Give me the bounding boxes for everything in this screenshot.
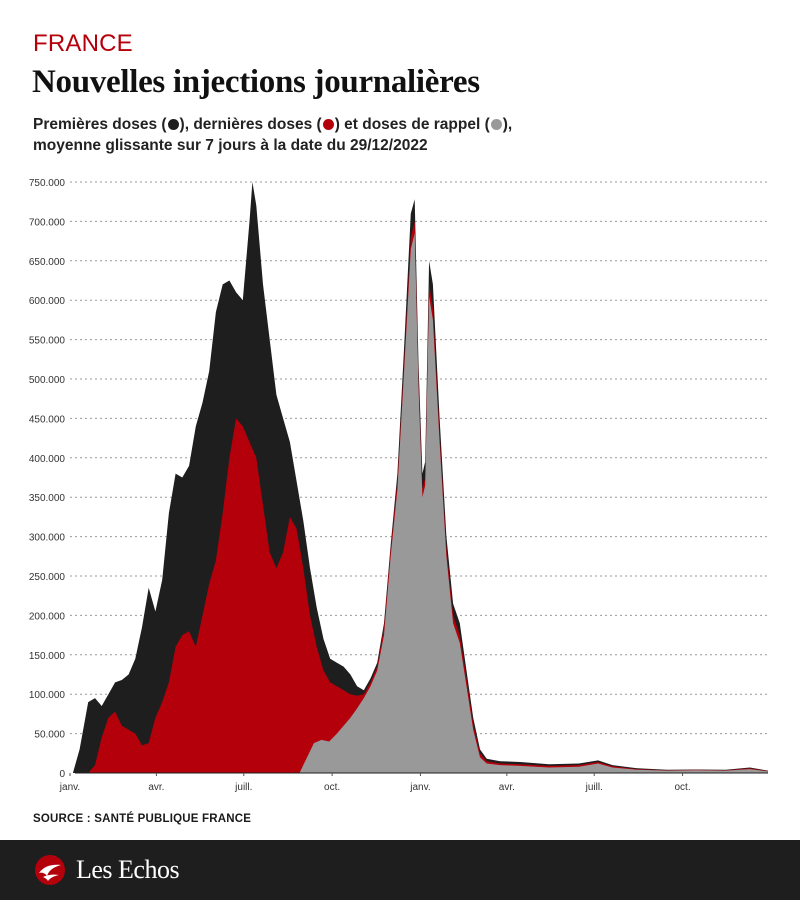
y-tick-label: 250.000: [29, 572, 66, 583]
y-tick-label: 400.000: [29, 454, 66, 465]
injections-chart: 0 50.000 100.000 150.000 200.000 250.000 300.0…: [29, 178, 768, 793]
y-tick-label: 450.000: [29, 414, 66, 425]
y-tick-label: 700.000: [29, 217, 66, 228]
subtitle-text-end: ),: [502, 116, 513, 133]
subtitle-line-2: moyenne glissante sur 7 jours à la date …: [33, 137, 428, 154]
y-tick-label: 50.000: [34, 730, 65, 741]
source-note: SOURCE : SANTÉ PUBLIQUE FRANCE: [33, 813, 252, 825]
subtitle-text-first: Premières doses (: [33, 116, 167, 133]
x-tick-label: juill.: [234, 782, 252, 793]
x-tick-label: avr.: [499, 782, 515, 793]
y-tick-label: 150.000: [29, 651, 66, 662]
y-tick-label: 200.000: [29, 611, 66, 622]
y-tick-label: 0: [59, 769, 65, 780]
y-tick-label: 650.000: [29, 257, 66, 268]
les-echos-mark-icon: [35, 855, 65, 885]
x-tick-label: janv.: [59, 782, 80, 793]
booster-doses-dot-icon: [490, 119, 502, 130]
y-tick-label: 300.000: [29, 533, 66, 544]
y-tick-label: 600.000: [29, 296, 66, 307]
y-tick-label: 350.000: [29, 493, 66, 504]
x-tick-label: oct.: [324, 782, 340, 793]
x-tick-label: janv.: [409, 782, 430, 793]
footer-bar: Les Echos: [0, 840, 800, 900]
y-tick-label: 550.000: [29, 336, 66, 347]
subtitle-text-last: ), dernières doses (: [179, 116, 322, 133]
subtitle-line-1: Premières doses ( ), dernières doses ( ) e…: [33, 114, 773, 135]
booster-doses-area: [299, 233, 768, 773]
x-tick-label: juill.: [585, 782, 603, 793]
subtitle-text-booster: ) et doses de rappel (: [334, 116, 490, 133]
chart-subtitle: Premières doses ( ), dernières doses ( ) e…: [33, 114, 773, 156]
last-doses-dot-icon: [322, 119, 334, 130]
chart-kicker: FRANCE: [33, 30, 133, 57]
chart-title: Nouvelles injections journalières: [32, 64, 480, 100]
y-tick-label: 750.000: [29, 178, 66, 189]
y-tick-label: 100.000: [29, 690, 66, 701]
x-tick-label: avr.: [148, 782, 164, 793]
y-tick-label: 500.000: [29, 375, 66, 386]
first-doses-dot-icon: [167, 119, 179, 130]
x-tick-label: oct.: [674, 782, 690, 793]
les-echos-logo-text: Les Echos: [76, 855, 180, 884]
